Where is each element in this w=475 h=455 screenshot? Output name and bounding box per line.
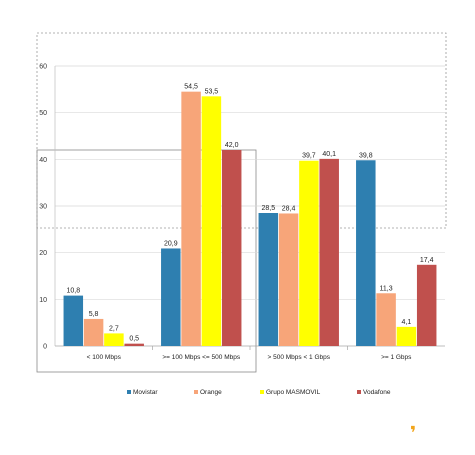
legend-swatch (260, 390, 264, 394)
gridlines (55, 65, 445, 300)
bar (63, 295, 84, 346)
y-tick-label: 60 (39, 64, 47, 71)
y-tick-label: 30 (39, 204, 47, 211)
dashed-overlay-box (36, 32, 447, 229)
bar (319, 158, 339, 346)
bar (124, 343, 144, 346)
data-label: 10,8 (66, 288, 80, 295)
data-label: 28,5 (261, 205, 275, 212)
category-labels: < 100 Mbps >= 100 Mbps <= 500 Mbps > 500 M… (87, 346, 412, 361)
overlay-box (36, 149, 257, 373)
legend-swatch (357, 390, 361, 394)
bar (83, 318, 104, 346)
data-label: 11,3 (380, 285, 393, 292)
bar (376, 293, 396, 346)
y-tick-label: 10 (39, 297, 47, 304)
bar (278, 213, 299, 346)
legend-label: Grupo MASMOVIL (266, 389, 321, 396)
legend-swatch (127, 390, 131, 394)
data-label: 40,1 (322, 151, 336, 158)
bar (104, 333, 124, 346)
bars (63, 91, 437, 347)
bar (396, 326, 417, 346)
data-label: 4,1 (402, 319, 412, 326)
x-tick-label: > 500 Mbps < 1 Gbps (267, 354, 330, 361)
data-label: 5,8 (89, 311, 99, 318)
data-label: 39,8 (359, 152, 373, 159)
x-tick-label: >= 100 Mbps <= 500 Mbps (162, 354, 240, 361)
bar (161, 248, 181, 346)
y-tick-label: 0 (43, 344, 47, 351)
y-tick-label: 20 (39, 250, 47, 257)
data-label: 28,4 (282, 205, 296, 212)
legend-label: Vodafone (363, 389, 391, 396)
data-label: 17,4 (420, 257, 434, 264)
data-label: 54,5 (184, 84, 198, 91)
data-labels: 10,8 5,8 2,7 0,5 20,9 54,5 53,5 42,0 28,5 28,4 39,… (66, 84, 433, 343)
data-label: 2,7 (109, 325, 119, 332)
bar (258, 213, 279, 346)
x-tick-label: < 100 Mbps (87, 354, 122, 361)
legend-label: Movistar (133, 389, 158, 396)
data-label: 39,7 (302, 153, 316, 160)
legend-swatch (194, 390, 198, 394)
bar (201, 96, 222, 346)
accent-mark-icon: ❜ (410, 423, 417, 443)
data-label: 0,5 (129, 336, 139, 343)
legend-label: Orange (200, 389, 222, 396)
bar (356, 160, 376, 346)
data-label: 42,0 (225, 142, 239, 149)
data-label: 53,5 (205, 88, 219, 95)
data-label: 20,9 (164, 240, 178, 247)
x-tick-label: >= 1 Gbps (381, 354, 412, 361)
legend: Movistar Orange Grupo MASMOVIL Vodafone (127, 389, 391, 396)
bar (299, 160, 319, 346)
bar (181, 91, 201, 347)
bar (416, 264, 437, 346)
bar (221, 150, 242, 346)
y-tick-label: 50 (39, 110, 47, 117)
y-tick-label: 40 (39, 157, 47, 164)
